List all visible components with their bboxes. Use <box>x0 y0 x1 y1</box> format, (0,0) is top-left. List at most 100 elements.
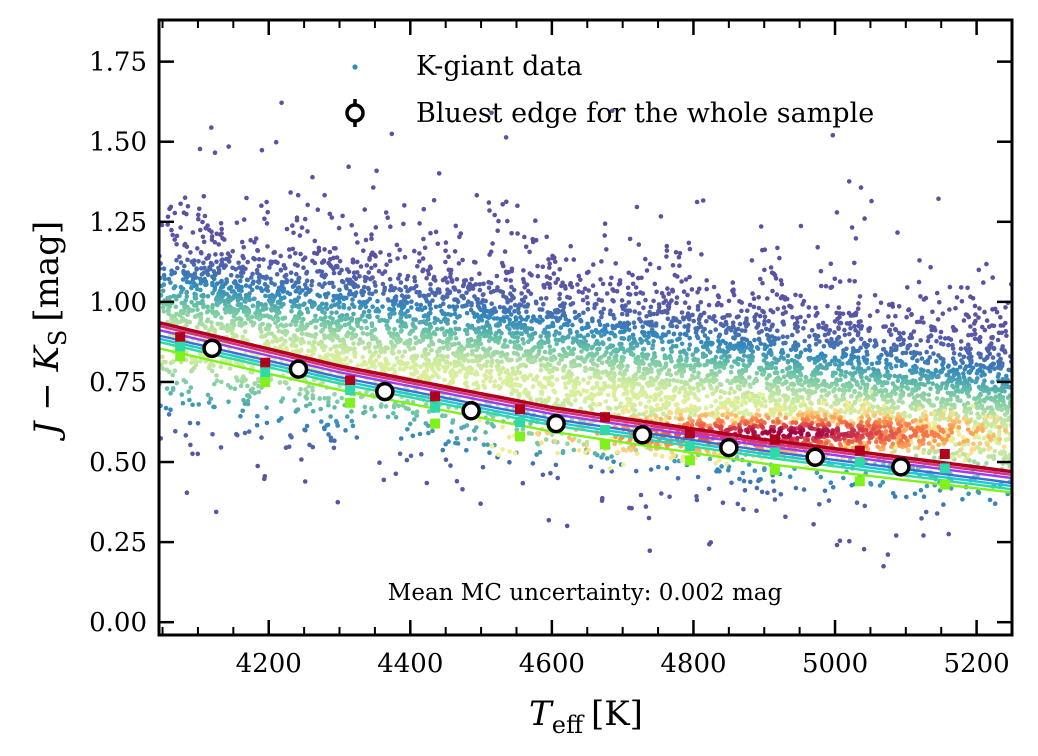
scatter-point <box>436 171 442 176</box>
scatter-point <box>284 226 290 232</box>
scatter-point <box>407 331 413 337</box>
scatter-point <box>630 332 636 338</box>
scatter-point <box>643 256 648 262</box>
scatter-point <box>409 305 414 310</box>
scatter-point <box>1004 373 1009 379</box>
scatter-point <box>600 370 606 375</box>
scatter-point <box>769 324 775 329</box>
scatter-point <box>414 409 420 415</box>
scatter-point <box>990 355 996 360</box>
scatter-point <box>550 314 555 320</box>
scatter-point <box>842 327 847 333</box>
scatter-point <box>744 337 750 343</box>
scatter-point <box>240 334 246 340</box>
scatter-point <box>452 320 458 325</box>
scatter-point <box>262 216 267 222</box>
scatter-point <box>334 335 340 340</box>
scatter-point <box>295 192 301 198</box>
scatter-point <box>340 213 345 219</box>
scatter-point <box>695 474 701 480</box>
scatter-point <box>960 360 965 366</box>
scatter-point <box>580 326 585 332</box>
scatter-point <box>474 425 479 430</box>
scatter-point <box>823 283 829 289</box>
scatter-point <box>173 429 178 434</box>
scatter-point <box>767 338 773 344</box>
scatter-point <box>754 508 759 513</box>
scatter-point <box>713 354 719 360</box>
scatter-point <box>420 256 426 261</box>
scatter-point <box>867 377 872 383</box>
scatter-point <box>305 229 310 234</box>
scatter-point <box>388 283 394 289</box>
scatter-point <box>576 438 582 444</box>
scatter-point <box>806 305 812 310</box>
scatter-point <box>601 341 606 347</box>
scatter-point <box>456 261 462 266</box>
scatter-point <box>190 451 195 457</box>
scatter-point <box>539 363 544 368</box>
scatter-point <box>570 351 576 357</box>
scatter-point <box>648 312 653 318</box>
scatter-point <box>453 223 459 229</box>
scatter-point <box>423 352 429 358</box>
scatter-point <box>187 397 192 403</box>
scatter-point <box>481 442 487 448</box>
scatter-point <box>773 276 779 281</box>
scatter-point <box>672 364 678 370</box>
scatter-point <box>287 291 293 297</box>
scatter-point <box>423 402 429 407</box>
scatter-point <box>830 485 836 490</box>
scatter-point <box>958 398 963 404</box>
scatter-point <box>799 382 805 388</box>
scatter-point <box>739 308 744 314</box>
scatter-point <box>307 442 312 448</box>
scatter-point <box>174 257 179 263</box>
scatter-point <box>589 329 595 335</box>
scatter-point <box>209 234 215 239</box>
scatter-point <box>812 373 817 378</box>
scatter-point <box>901 337 906 343</box>
scatter-point <box>695 290 700 295</box>
scatter-point <box>625 285 631 291</box>
scatter-point <box>322 192 327 198</box>
scatter-point <box>434 326 440 332</box>
scatter-point <box>993 389 998 394</box>
scatter-point <box>610 108 615 114</box>
scatter-point <box>290 318 296 324</box>
scatter-point <box>741 353 747 358</box>
scatter-point <box>685 325 691 330</box>
scatter-point <box>443 259 448 265</box>
scatter-point <box>948 337 954 342</box>
scatter-point <box>969 332 974 338</box>
scatter-point <box>772 378 778 384</box>
scatter-point <box>886 375 891 381</box>
scatter-point <box>953 305 958 311</box>
scatter-point <box>335 399 340 405</box>
scatter-point <box>726 298 732 304</box>
scatter-point <box>547 344 553 349</box>
scatter-point <box>275 324 280 330</box>
scatter-point <box>803 380 808 385</box>
scatter-point <box>328 347 334 352</box>
scatter-point <box>226 144 231 149</box>
scatter-point <box>646 340 651 346</box>
scatter-point <box>627 236 633 242</box>
scatter-point <box>331 270 337 276</box>
scatter-point <box>731 292 737 298</box>
scatter-point <box>994 309 1000 315</box>
scatter-point <box>331 298 336 303</box>
scatter-point <box>776 336 781 341</box>
scatter-point <box>421 313 427 319</box>
scatter-point <box>503 135 509 140</box>
scatter-point <box>995 374 1001 379</box>
scatter-point <box>641 305 646 311</box>
scatter-point <box>289 309 294 314</box>
scatter-point <box>666 368 672 373</box>
scatter-point <box>828 285 833 291</box>
scatter-point <box>858 385 863 391</box>
scatter-point <box>505 300 510 305</box>
scatter-point <box>500 344 506 349</box>
scatter-point <box>770 479 776 484</box>
scatter-point <box>299 225 305 230</box>
